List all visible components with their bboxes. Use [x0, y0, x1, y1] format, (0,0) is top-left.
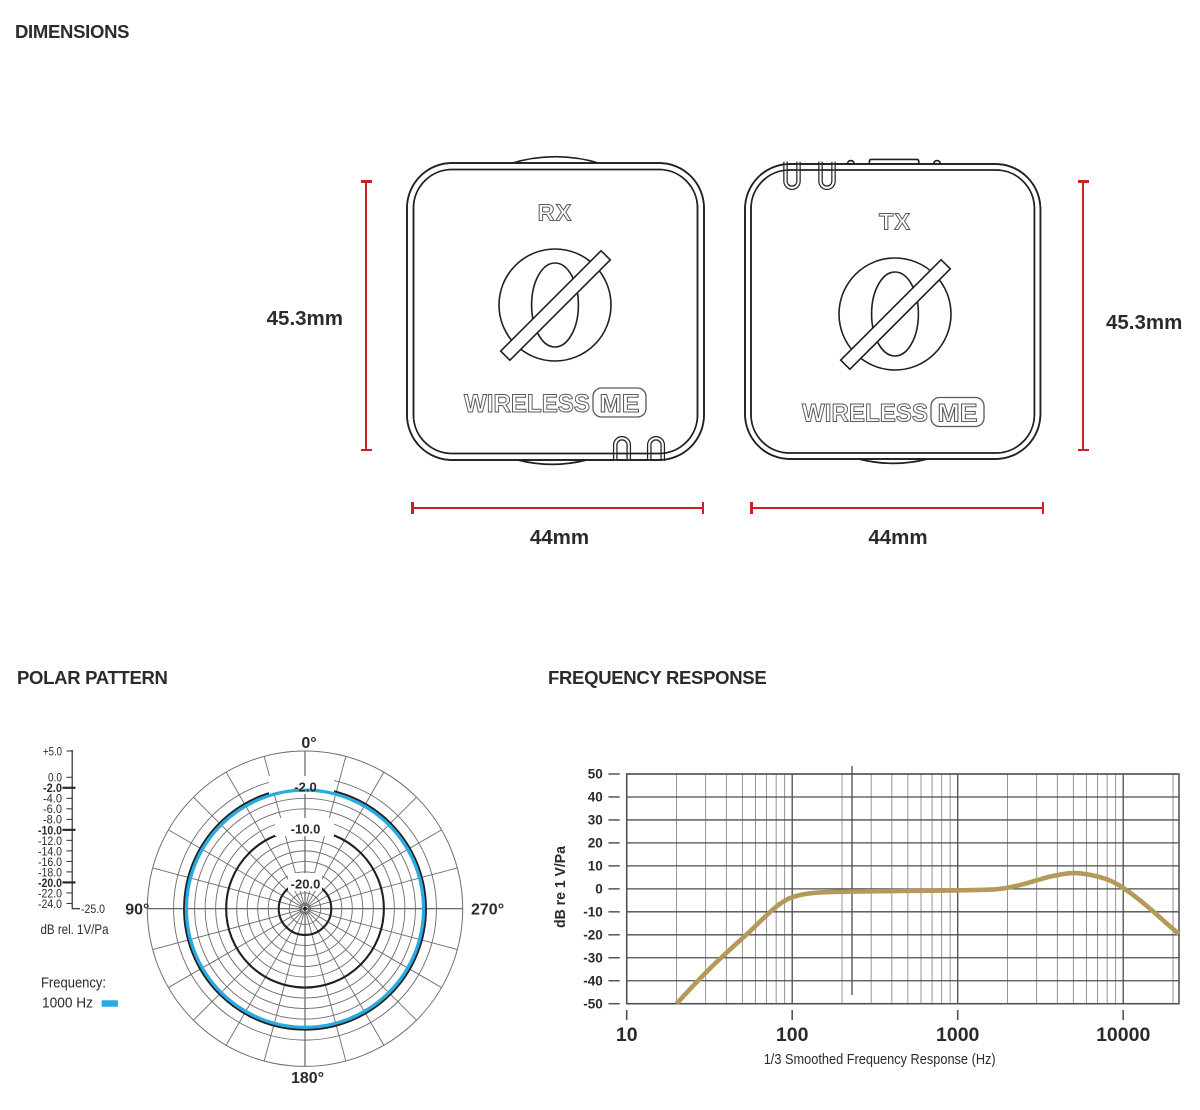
svg-text:-8.0: -8.0 [43, 813, 62, 827]
svg-text:-10: -10 [583, 905, 603, 920]
svg-text:ME: ME [938, 400, 978, 428]
svg-text:-10.0: -10.0 [291, 822, 321, 837]
svg-text:dB rel. 1V/Pa: dB rel. 1V/Pa [41, 921, 109, 937]
svg-text:1/3 Smoothed Frequency Respons: 1/3 Smoothed Frequency Response (Hz) [764, 1052, 996, 1068]
svg-text:20: 20 [588, 836, 603, 851]
svg-text:ME: ME [600, 390, 640, 418]
svg-text:-4.0: -4.0 [43, 792, 62, 806]
svg-text:-40: -40 [583, 973, 603, 988]
svg-text:100: 100 [776, 1024, 809, 1046]
svg-text:10: 10 [616, 1024, 638, 1046]
svg-text:-18.0: -18.0 [38, 865, 62, 879]
svg-text:10: 10 [588, 859, 603, 874]
svg-text:-10.0: -10.0 [38, 823, 62, 837]
svg-text:50: 50 [588, 767, 603, 782]
svg-text:30: 30 [588, 813, 603, 828]
svg-text:WIRELESS: WIRELESS [802, 400, 928, 428]
svg-text:+5.0: +5.0 [43, 744, 62, 758]
svg-text:0°: 0° [301, 735, 316, 752]
svg-text:-14.0: -14.0 [38, 844, 62, 858]
svg-text:-12.0: -12.0 [38, 834, 62, 848]
svg-text:90°: 90° [125, 902, 149, 919]
svg-text:RX: RX [538, 200, 573, 226]
svg-text:Frequency:: Frequency: [41, 976, 106, 992]
svg-text:1000 Hz: 1000 Hz [42, 995, 93, 1012]
svg-text:TX: TX [879, 209, 911, 235]
svg-text:270°: 270° [471, 902, 504, 919]
svg-text:-20.0: -20.0 [291, 877, 321, 892]
svg-text:-6.0: -6.0 [43, 802, 62, 816]
svg-text:-30: -30 [583, 950, 603, 965]
svg-text:0.0: 0.0 [48, 771, 62, 785]
svg-text:180°: 180° [291, 1070, 324, 1087]
svg-text:-2.0: -2.0 [43, 781, 62, 795]
svg-text:-24.0: -24.0 [38, 897, 62, 911]
svg-text:1000: 1000 [936, 1024, 980, 1046]
svg-text:WIRELESS: WIRELESS [464, 390, 590, 418]
svg-text:-50: -50 [583, 996, 603, 1011]
svg-text:10000: 10000 [1096, 1024, 1150, 1046]
svg-text:-22.0: -22.0 [38, 886, 62, 900]
svg-text:-25.0: -25.0 [81, 902, 105, 916]
svg-text:-20: -20 [583, 927, 603, 942]
svg-text:-16.0: -16.0 [38, 855, 62, 869]
svg-text:-2.0: -2.0 [294, 779, 316, 794]
svg-text:0: 0 [595, 882, 603, 897]
svg-text:-20.0: -20.0 [38, 876, 62, 890]
svg-text:40: 40 [588, 790, 603, 805]
svg-text:dB re 1 V/Pa: dB re 1 V/Pa [552, 845, 569, 928]
